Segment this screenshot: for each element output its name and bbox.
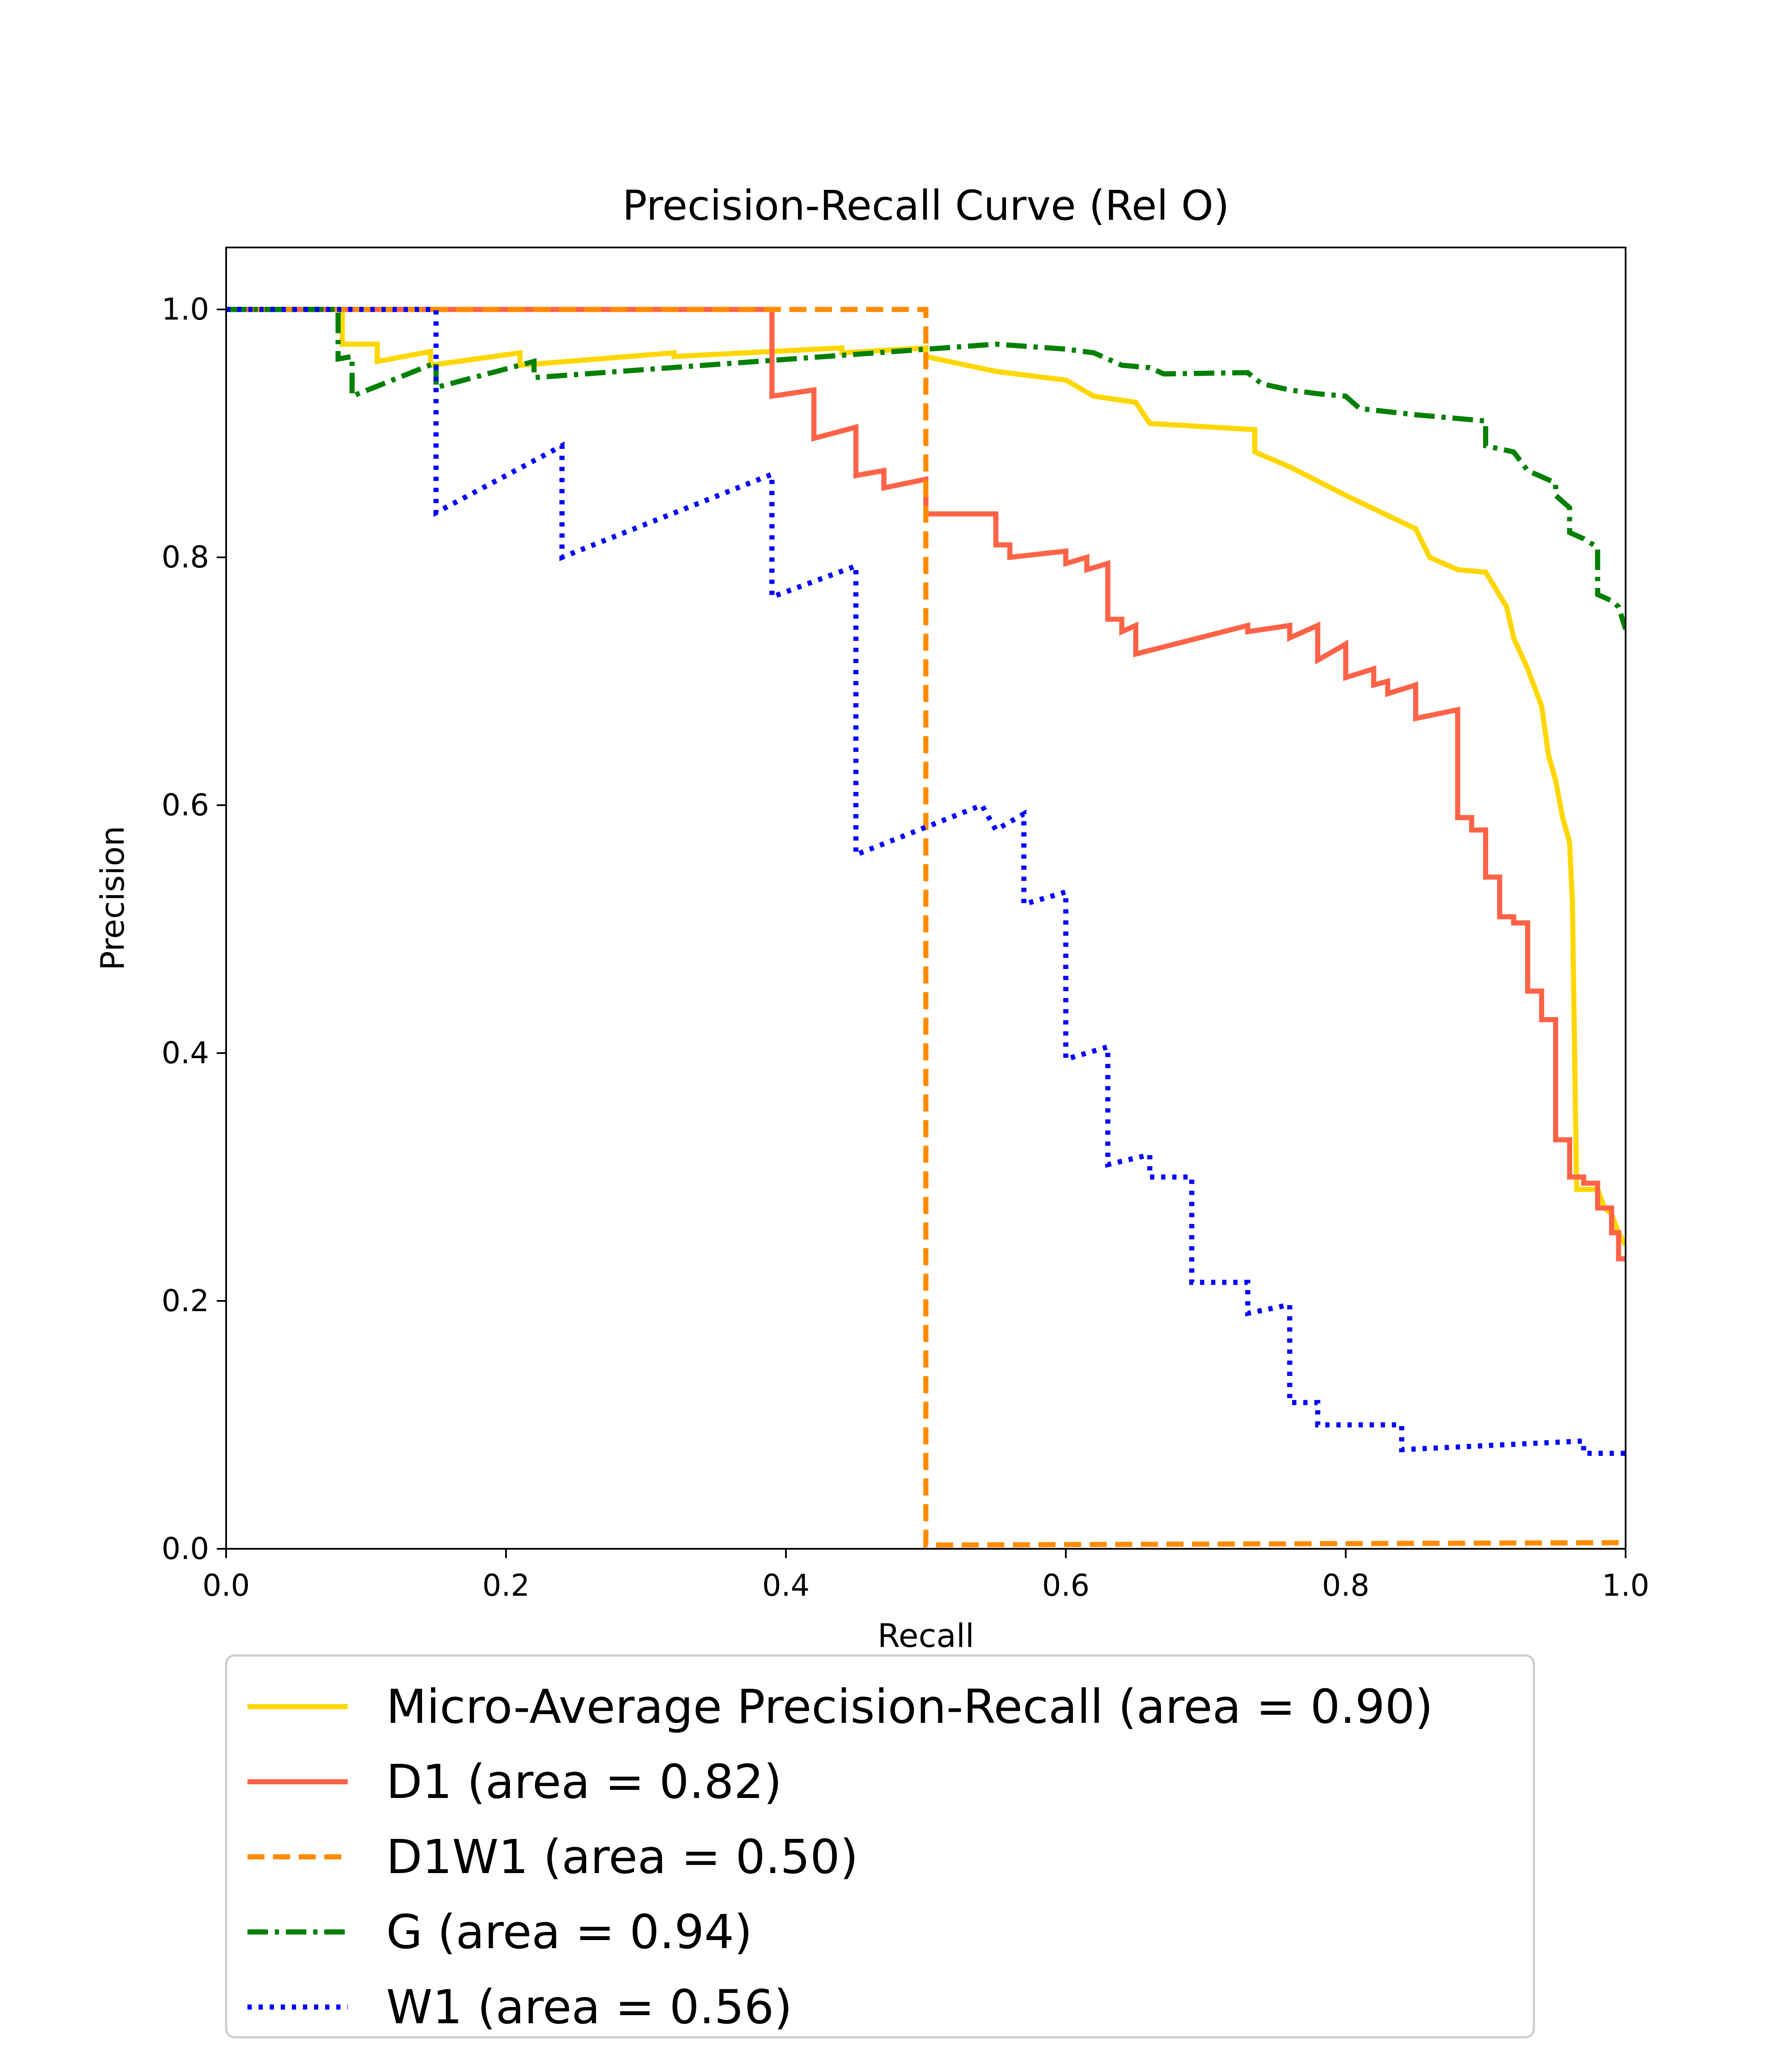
x-tick-label: 0.8: [1322, 1568, 1369, 1603]
x-tick-label: 0.0: [202, 1568, 250, 1603]
x-axis-ticks: 0.0 0.2 0.4 0.6 0.8 1.0: [202, 1549, 1649, 1603]
x-tick-label: 0.4: [762, 1568, 809, 1603]
y-tick-label: 0.8: [162, 540, 209, 575]
y-axis-label: Precision: [93, 826, 131, 970]
y-tick-label: 1.0: [162, 292, 209, 327]
plot-frame: [225, 247, 1626, 1550]
legend: Micro-Average Precision-Recall (area = 0…: [225, 1654, 1535, 2039]
legend-label-4: W1 (area = 0.56): [386, 1980, 792, 2034]
y-axis-ticks: 0.0 0.2 0.4 0.6 0.8 1.0: [162, 292, 226, 1566]
series-line-2: [226, 307, 1626, 1548]
series-line-3: [226, 307, 1626, 630]
y-tick-label: 0.0: [162, 1531, 209, 1566]
series-line-4: [226, 307, 1626, 1456]
x-tick-label: 0.2: [482, 1568, 529, 1603]
y-tick-label: 0.6: [162, 788, 209, 823]
chart-title: Precision-Recall Curve (Rel O): [623, 182, 1230, 230]
y-tick-label: 0.4: [162, 1036, 209, 1071]
legend-label-3: G (area = 0.94): [386, 1905, 752, 1959]
x-axis-label: Recall: [878, 1617, 975, 1655]
legend-label-1: D1 (area = 0.82): [386, 1754, 782, 1809]
legend-entries: Micro-Average Precision-Recall (area = 0…: [247, 1679, 1433, 2034]
x-tick-label: 1.0: [1602, 1568, 1649, 1603]
legend-label-2: D1W1 (area = 0.50): [386, 1830, 858, 1884]
legend-frame: [225, 1654, 1535, 2039]
legend-label-0: Micro-Average Precision-Recall (area = 0…: [386, 1679, 1433, 1734]
y-tick-label: 0.2: [162, 1283, 209, 1318]
x-tick-label: 0.6: [1042, 1568, 1089, 1603]
series-line-0: [226, 307, 1626, 1247]
series-lines: [226, 307, 1626, 1548]
series-line-1: [226, 307, 1626, 1262]
